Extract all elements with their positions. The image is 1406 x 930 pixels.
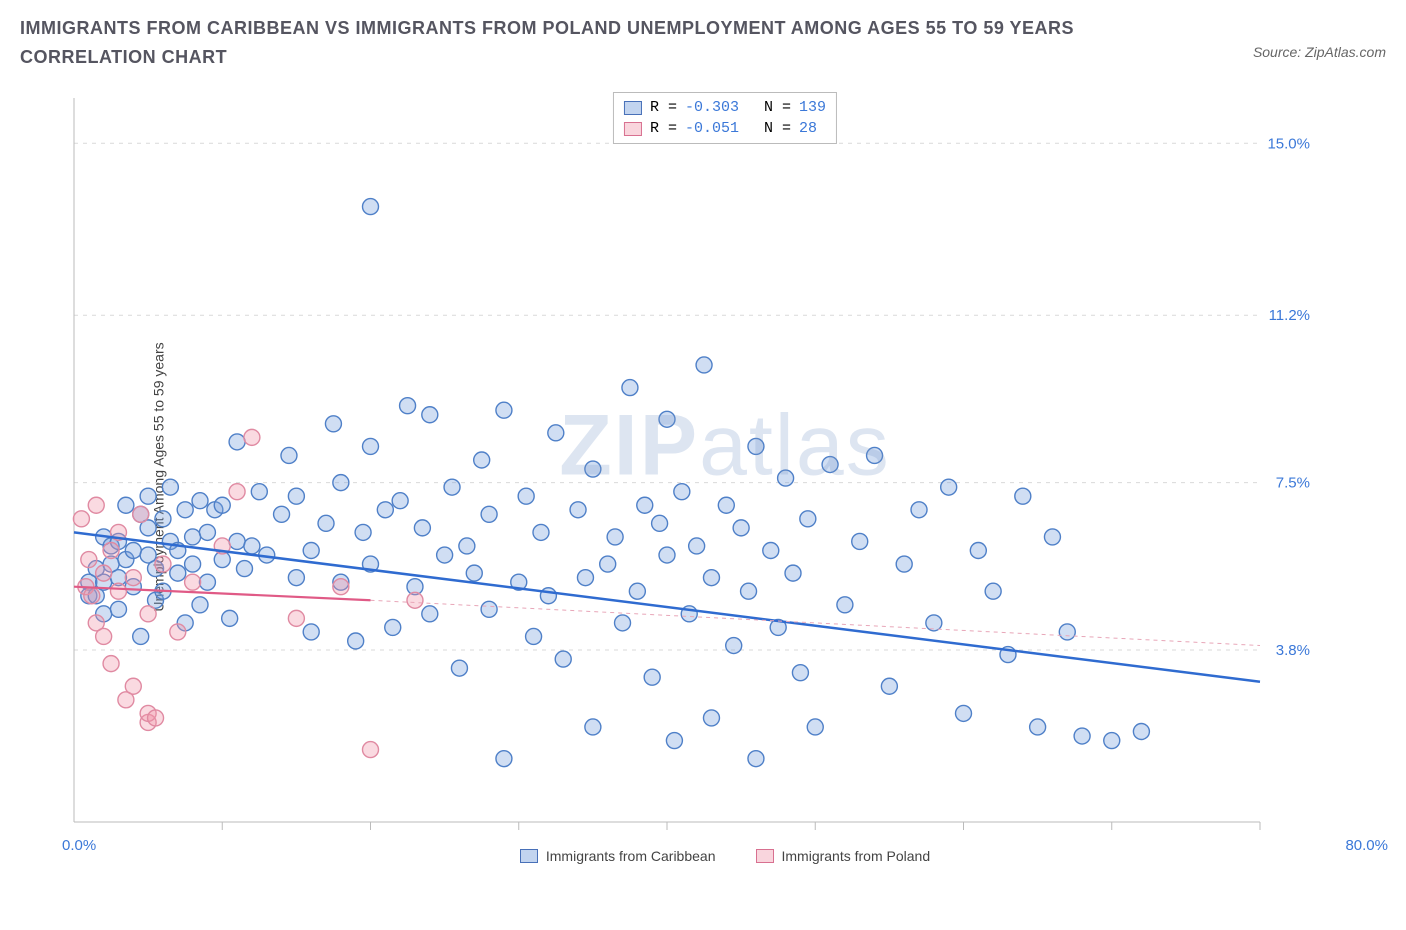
chart-area: Unemployment Among Ages 55 to 59 years 3… [60,92,1390,862]
header: IMMIGRANTS FROM CARIBBEAN VS IMMIGRANTS … [0,0,1406,72]
svg-text:15.0%: 15.0% [1267,135,1310,152]
legend-item-poland: Immigrants from Poland [756,848,931,864]
chart-title: IMMIGRANTS FROM CARIBBEAN VS IMMIGRANTS … [20,14,1120,72]
stats-legend: R = -0.303 N = 139 R = -0.051 N = 28 [613,92,837,144]
x-axis-min: 0.0% [62,837,96,854]
n-prefix: N = [764,97,791,118]
series-legend: Immigrants from Caribbean Immigrants fro… [60,848,1390,864]
n-value: 139 [799,97,826,118]
n-prefix: N = [764,118,791,139]
legend-label: Immigrants from Caribbean [546,848,716,864]
swatch-icon [624,122,642,136]
swatch-icon [624,101,642,115]
swatch-icon [520,849,538,863]
svg-text:7.5%: 7.5% [1276,475,1310,492]
x-axis-max: 80.0% [1345,837,1388,854]
stats-row-caribbean: R = -0.303 N = 139 [624,97,826,118]
svg-text:3.8%: 3.8% [1276,642,1310,659]
r-prefix: R = [650,118,677,139]
stats-row-poland: R = -0.051 N = 28 [624,118,826,139]
n-value: 28 [799,118,817,139]
svg-text:11.2%: 11.2% [1269,307,1310,324]
source-label: Source: ZipAtlas.com [1253,44,1386,60]
r-value: -0.051 [685,118,739,139]
legend-item-caribbean: Immigrants from Caribbean [520,848,716,864]
r-value: -0.303 [685,97,739,118]
swatch-icon [756,849,774,863]
r-prefix: R = [650,97,677,118]
scatter-plot: 3.8% 7.5% 11.2% 15.0% [70,92,1330,862]
legend-label: Immigrants from Poland [782,848,931,864]
